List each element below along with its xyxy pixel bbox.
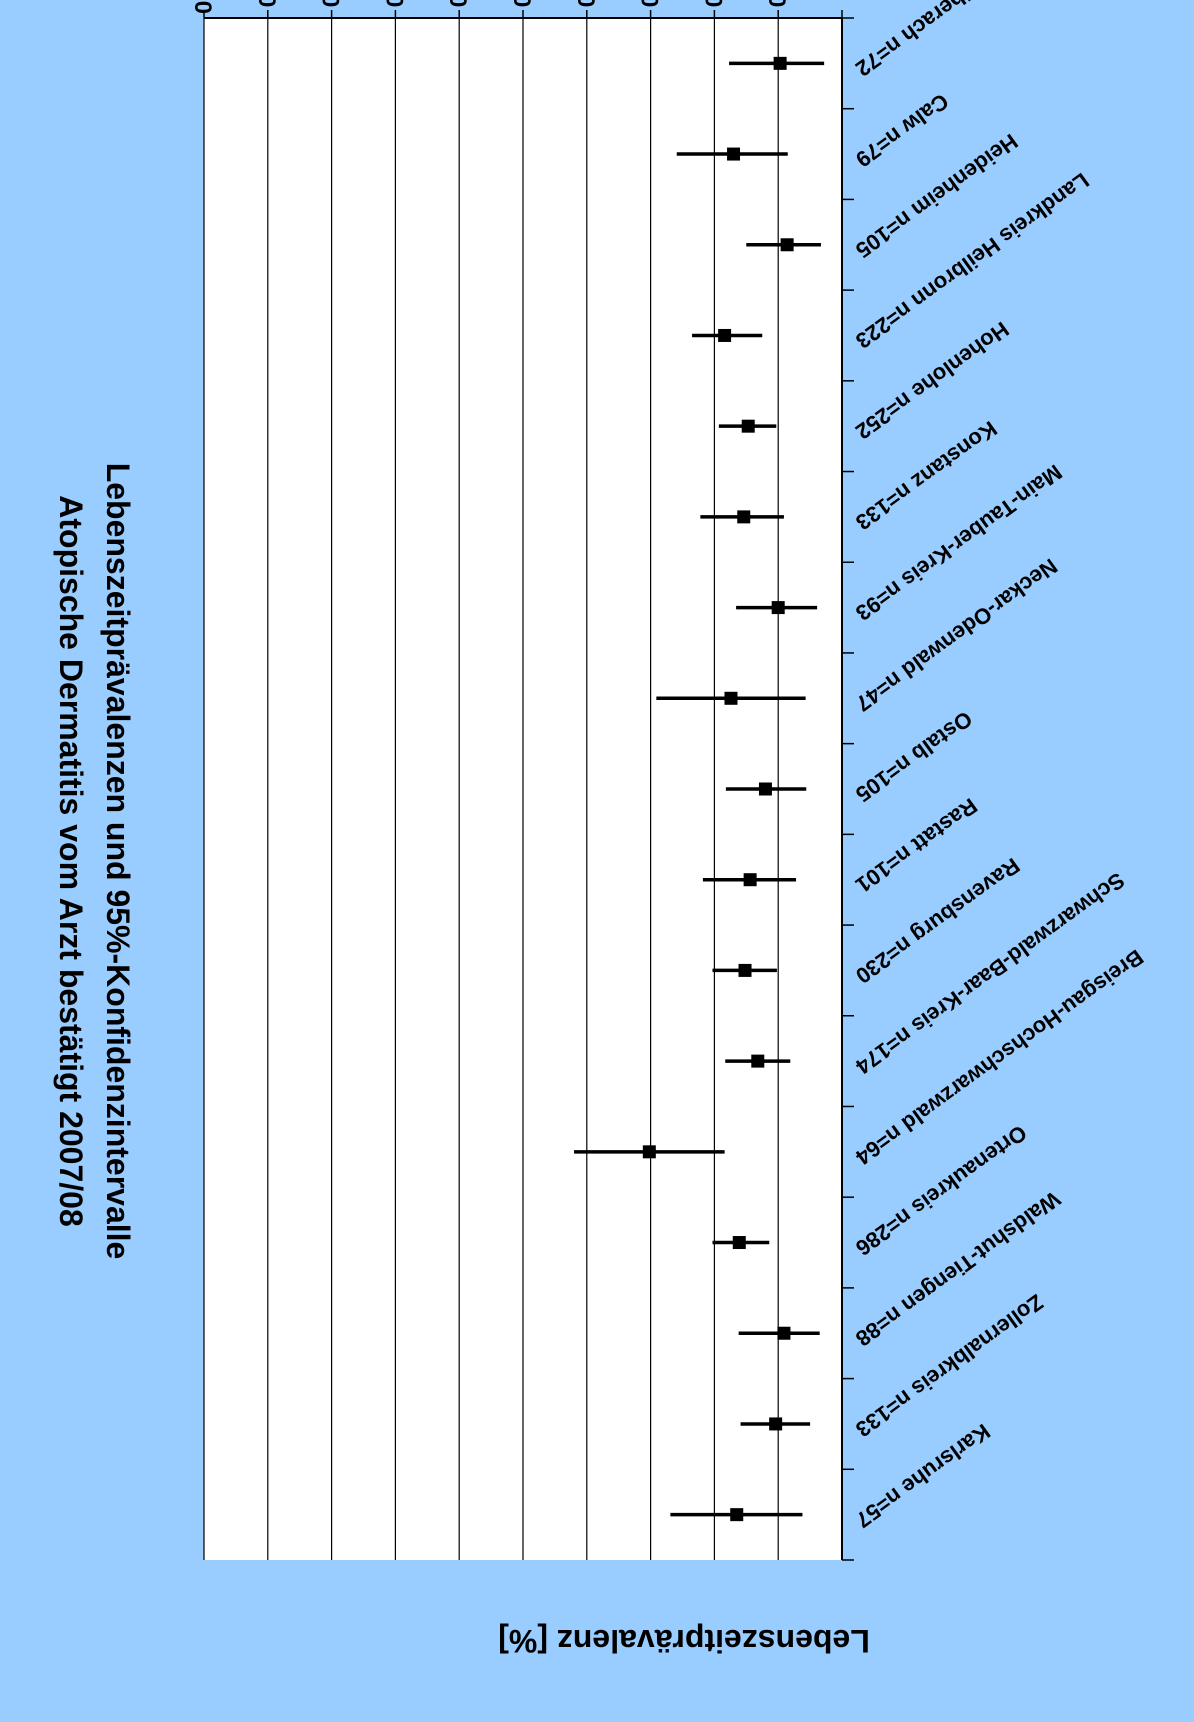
value-tick-label-100: 100: [189, 0, 216, 14]
value-tick-label-50: 50: [508, 0, 535, 7]
point-estimate: [738, 963, 752, 977]
category-label: Rastatt n=101: [851, 793, 982, 898]
category-axis: [841, 17, 854, 1561]
category-label: Waldshut-Tiengen n=88: [851, 1186, 1065, 1351]
point-estimate: [780, 238, 794, 252]
gridlines: [203, 18, 779, 1560]
point-estimate: [769, 1417, 783, 1431]
category-label: Main-Tauber-Kreis n=93: [851, 460, 1067, 626]
value-axis: [203, 10, 843, 19]
point-estimate: [642, 1145, 656, 1159]
category-label: Landkreis Heilbronn n=223: [851, 168, 1094, 354]
value-axis-label: Lebenszeitprävalenz [%]: [498, 1623, 870, 1659]
point-estimate: [737, 510, 751, 524]
value-tick-label-30: 30: [636, 0, 663, 7]
chart-title-line-1: Atopische Dermatitis vom Arzt bestätigt …: [53, 495, 89, 1226]
value-tick-label-90: 90: [253, 0, 280, 7]
point-estimate: [751, 1054, 765, 1068]
value-tick-label-60: 60: [444, 0, 471, 7]
point-estimate: [741, 419, 755, 433]
category-label: Neckar-Odenwald n=47: [851, 554, 1062, 717]
value-tick-label-80: 80: [317, 0, 344, 7]
point-estimate: [730, 1508, 744, 1522]
point-estimate: [771, 601, 785, 615]
point-estimate: [727, 147, 741, 161]
value-axis-tick-labels: 0 10 20 30 40 50 60 70 80 90 100: [189, 0, 854, 14]
point-estimate: [718, 328, 732, 342]
value-tick-label-10: 10: [763, 0, 790, 7]
category-label: Ostalb n=105: [851, 706, 977, 807]
estimate-marks: [574, 56, 825, 1522]
value-tick-label-40: 40: [572, 0, 599, 7]
point-estimate: [773, 56, 787, 70]
category-label: Calw n=79: [851, 88, 953, 172]
point-estimate: [724, 691, 738, 705]
chart-title-line-2: Lebenszeitprävalenzen und 95%-Konfidenzi…: [100, 463, 136, 1260]
point-estimate: [758, 782, 772, 796]
chart-title: Atopische Dermatitis vom Arzt bestätigt …: [53, 463, 136, 1260]
value-tick-label-20: 20: [699, 0, 726, 7]
point-estimate: [777, 1326, 791, 1340]
value-tick-label-0: 0: [827, 0, 854, 1]
point-estimate: [732, 1236, 746, 1250]
value-tick-label-70: 70: [380, 0, 407, 7]
category-label: Biberach n=72: [851, 0, 988, 82]
point-estimate: [743, 873, 757, 887]
